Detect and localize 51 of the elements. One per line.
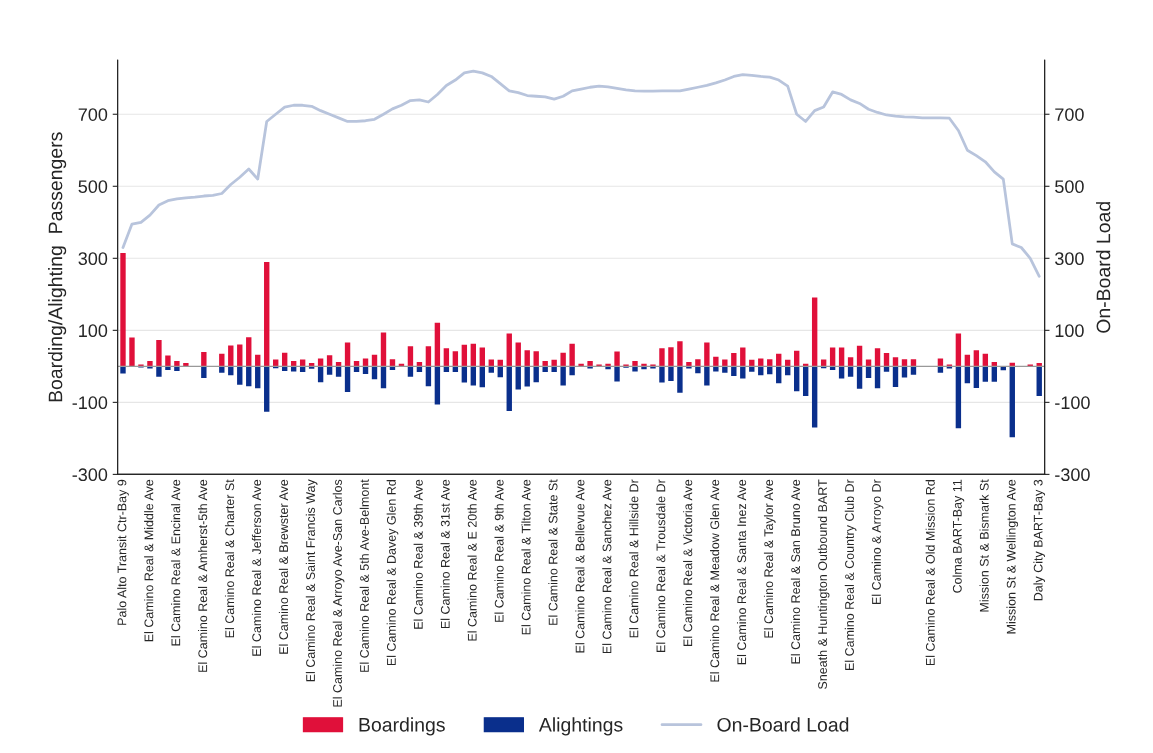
y2-tick-label: 100 — [1055, 324, 1084, 338]
x-tick-label: El Camino Real & Old Mission Rd — [925, 480, 935, 666]
x-tick-label: El Camino Real & Bellevue Ave — [575, 479, 585, 653]
x-tick-label: El Camino Real & Amherst-5th Ave — [198, 479, 208, 672]
x-tick-label: El Camino Real & Middle Ave — [144, 479, 154, 642]
x-tick-label: El Camino Real & Jefferson Ave — [251, 479, 262, 656]
x-tick-label: El Camino Real & State St — [548, 479, 558, 625]
x-tick-label: El Camino Real & Taylor Ave — [763, 479, 776, 638]
y-tick-label: -100 — [72, 396, 108, 410]
legend-label: On-Board Load — [717, 717, 849, 732]
x-tick-label: El Camino Real & 39th Ave — [413, 479, 423, 629]
x-tick-label: El Camino Real & Encinal Ave — [171, 479, 181, 646]
x-tick-label: Palo Alto Transit Ctr-Bay 9 — [117, 479, 129, 625]
x-tick-label: Mission St & Bismark St — [979, 479, 989, 612]
y-tick-label: 300 — [78, 252, 108, 266]
x-tick-label: El Camino Real & Country Club Dr — [844, 479, 857, 670]
x-tick-label: El Camino Real & E 20th Ave — [467, 479, 477, 641]
x-tick-label: El Camino Real & 9th Ave — [494, 479, 504, 622]
y2-axis-title: On-Board Load — [1096, 202, 1111, 333]
x-tick-label: El Camino Real & Hillside Dr — [629, 479, 639, 638]
y-tick-label: 100 — [79, 324, 108, 338]
x-tick-label: El Camino Real & 5th Ave-Belmont — [359, 479, 369, 672]
y-tick-label: 700 — [78, 108, 108, 121]
x-tick-label: Daly City BART-Bay 3 — [1033, 479, 1046, 601]
y-tick-label: -300 — [72, 468, 108, 482]
y2-tick-label: 700 — [1055, 108, 1084, 121]
x-tick-label: El Camino Real & Brewster Ave — [278, 479, 289, 654]
y2-tick-label: -100 — [1055, 396, 1090, 410]
y-tick-label: 500 — [78, 180, 108, 194]
y2-tick-label: -300 — [1055, 468, 1090, 482]
x-tick-label: El Camino Real & Santa Inez Ave — [736, 479, 747, 665]
x-tick-label: El Camino Real & 31st Ave — [440, 479, 450, 629]
x-tick-label: El Camino & Arroyo Dr — [871, 479, 884, 604]
x-tick-label: El Camino Real & Saint Francis Way — [305, 479, 318, 682]
x-tick-label: El Camino Real & Victoria Ave — [683, 479, 693, 646]
x-tick-label: El Camino Real & Davey Glen Rd — [386, 480, 399, 666]
x-tick-label: El Camino Real & Tilton Ave — [521, 479, 531, 635]
x-tick-label: El Camino Real & Charter St — [224, 479, 235, 638]
legend-label: Boardings — [359, 717, 445, 736]
x-tick-label: El Camino Real & Meadow Glen Ave — [710, 479, 720, 682]
x-tick-label: Sneath & Huntington Outbound BART — [817, 479, 830, 690]
x-tick-label: Mission St & Wellington Ave — [1006, 479, 1019, 634]
legend-label: Alightings — [538, 717, 623, 736]
y2-tick-label: 300 — [1055, 252, 1084, 266]
x-tick-label: Colma BART-Bay 11 — [952, 479, 965, 593]
y2-tick-label: 500 — [1055, 180, 1084, 194]
x-tick-label: El Camino Real & San Bruno Ave — [790, 479, 801, 664]
y-axis-title: Boarding/Alighting Passengers — [48, 132, 67, 402]
x-tick-label: El Camino Real & Sanchez Ave — [602, 479, 612, 654]
x-tick-label: El Camino Real & Trousdale Dr — [656, 479, 666, 652]
x-tick-label: El Camino Real & Arroyo Ave-San Carlos — [332, 479, 345, 707]
